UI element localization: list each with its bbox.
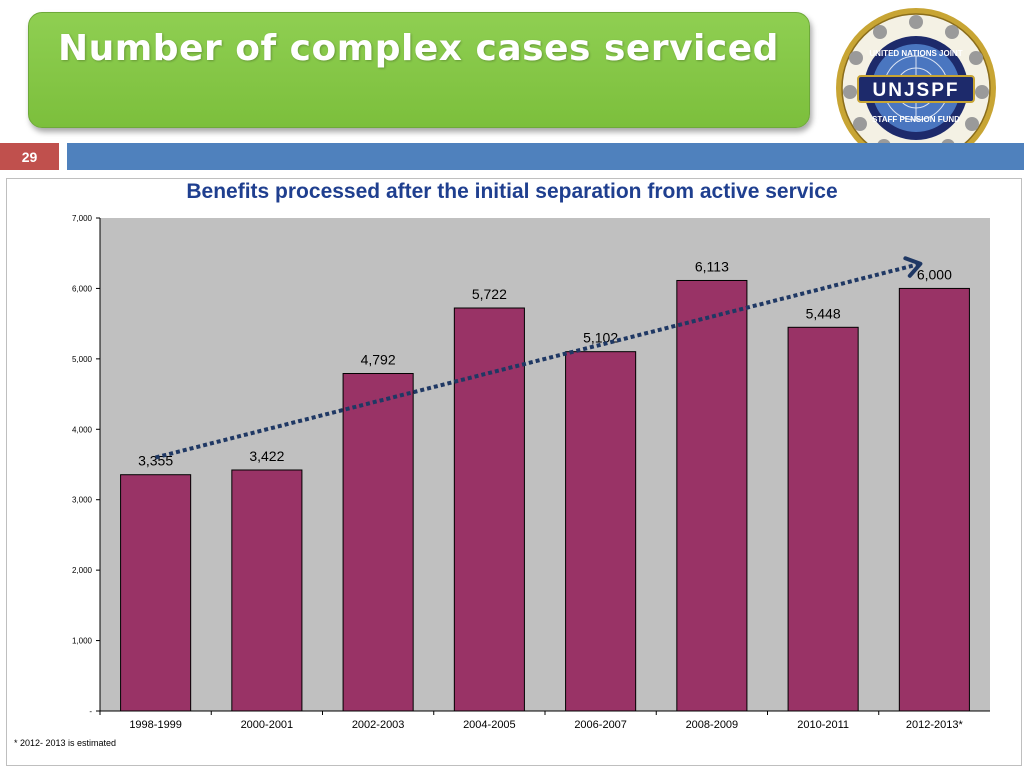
y-tick-label: 1,000 xyxy=(72,637,93,646)
bar-value-label: 5,448 xyxy=(806,305,841,321)
y-tick-label: 2,000 xyxy=(72,566,93,575)
slide-title: Number of complex cases serviced xyxy=(58,28,779,69)
bar xyxy=(120,474,192,712)
bar xyxy=(676,279,748,712)
bar xyxy=(787,326,859,712)
title-banner xyxy=(28,12,810,128)
bar xyxy=(898,287,970,712)
logo-top-text: UNITED NATIONS JOINT xyxy=(869,49,962,58)
x-tick-label: 2010-2011 xyxy=(797,719,849,731)
trend-arrowhead xyxy=(903,256,923,278)
bar-value-label: 3,355 xyxy=(138,453,173,469)
x-tick-label: 2008-2009 xyxy=(686,719,739,731)
x-tick-label: 2000-2001 xyxy=(241,719,294,731)
footnote: * 2012- 2013 is estimated xyxy=(14,738,117,748)
bar-value-label: 4,792 xyxy=(361,352,396,368)
bar xyxy=(453,307,525,712)
y-tick-label: 5,000 xyxy=(72,355,93,364)
y-tick-label: 4,000 xyxy=(72,425,93,434)
y-tick-label: 3,000 xyxy=(72,496,93,505)
bar xyxy=(342,373,414,712)
bar-value-label: 6,113 xyxy=(695,258,729,274)
bar xyxy=(565,351,637,712)
logo-bottom-text: STAFF PENSION FUND xyxy=(872,115,960,124)
logo-main-text: UNJSPF xyxy=(873,80,960,101)
header-divider-bar xyxy=(67,143,1024,170)
x-tick-label: 2002-2003 xyxy=(352,719,405,731)
bar-value-label: 6,000 xyxy=(917,266,952,282)
x-tick-label: 2004-2005 xyxy=(463,719,516,731)
bar xyxy=(231,469,303,712)
slide-number: 29 xyxy=(0,143,59,170)
x-tick-label: 2012-2013* xyxy=(906,719,964,731)
x-tick-label: 1998-1999 xyxy=(129,719,182,731)
y-tick-label: 6,000 xyxy=(72,284,93,293)
bar-value-label: 5,102 xyxy=(583,330,618,346)
bar-value-label: 3,422 xyxy=(249,448,284,464)
y-tick-label: 7,000 xyxy=(72,214,93,223)
y-tick-label: - xyxy=(89,707,92,716)
bar-value-label: 5,722 xyxy=(472,286,507,302)
chart-title: Benefits processed after the initial sep… xyxy=(186,180,838,203)
trend-line xyxy=(155,261,921,460)
x-tick-label: 2006-2007 xyxy=(574,719,627,731)
